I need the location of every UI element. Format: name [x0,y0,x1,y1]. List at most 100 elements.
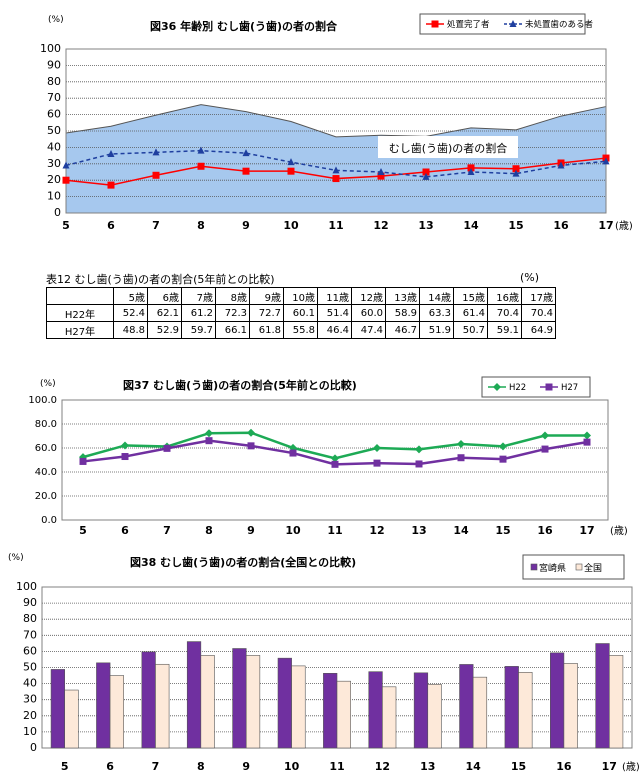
x-tick-label: 5 [79,524,87,537]
table-row: H27年 48.8 52.9 59.7 66.1 61.8 55.8 46.4 … [46,321,556,339]
data-point [107,149,115,157]
data-point [373,459,381,467]
data-point [163,444,171,452]
data-point [197,162,205,170]
y-tick-label: 20 [23,709,37,722]
bar [96,662,111,749]
table-row: H22年 52.4 62.1 61.2 72.3 72.7 60.1 51.4 … [46,304,556,322]
x-tick-label: 13 [420,760,435,773]
data-point [79,457,87,465]
comparison-table: 5歳 6歳 7歳 8歳 9歳 10歳 11歳 12歳 13歳 14歳 15歳 1… [46,287,556,339]
chart-title: 図37 むし歯(う歯)の者の割合(5年前との比較) [123,378,357,392]
data-point [205,437,213,445]
data-point [583,431,591,440]
table-header-row: 5歳 6歳 7歳 8歳 9歳 10歳 11歳 12歳 13歳 14歳 15歳 1… [46,287,556,305]
area-label: むし歯(う歯)の者の割合 [389,141,508,155]
header-cell: 13歳 [385,287,420,305]
data-point [557,161,565,169]
cell: 63.3 [419,304,454,322]
data-point [242,149,250,157]
x-tick-label: 10 [283,219,299,232]
x-tick-label: 17 [602,760,617,773]
x-tick-label: 11 [328,219,343,232]
legend-marker [509,20,517,27]
x-tick-label: 17 [579,524,594,537]
data-point [287,167,295,175]
header-cell: 8歳 [215,287,250,305]
header-cell: 9歳 [249,287,284,305]
plot-border [65,48,607,214]
cell: 52.4 [113,304,148,322]
data-point [467,168,475,175]
cell: 61.8 [249,321,284,339]
x-tick-label: 5 [62,219,70,232]
y-tick-label: 40 [47,140,61,153]
x-tick-label: 8 [197,219,205,232]
x-tick-label: 9 [247,524,255,537]
bar [472,676,488,749]
x-tick-label: 16 [556,760,572,773]
y-tick-label: 50 [23,661,37,674]
data-point [62,161,70,169]
data-point [422,168,430,176]
cell: 48.8 [113,321,148,339]
cell: 46.7 [385,321,420,339]
header-cell: 17歳 [521,287,556,305]
table-unit: (%) [520,271,540,284]
bar [155,663,170,749]
y-unit: (%) [8,553,24,563]
bar [413,672,429,749]
x-tick-label: 15 [508,219,523,232]
x-tick-label: 9 [242,219,250,232]
legend-swatch [575,563,583,571]
cell: 58.9 [385,304,420,322]
bar [368,671,383,749]
x-tick-label: 10 [285,524,301,537]
cell: 46.4 [317,321,352,339]
cell: 59.7 [181,321,216,339]
x-tick-label: 16 [553,219,569,232]
y-tick-label: 80 [47,75,61,88]
cell: 61.2 [181,304,216,322]
data-point [377,172,385,180]
bar [200,655,215,749]
bar [50,669,65,749]
x-tick-label: 14 [465,760,481,773]
cell: 66.1 [215,321,250,339]
y-tick-label: 10 [23,725,37,738]
bar [595,643,610,749]
bar [427,684,442,749]
x-tick-label: 11 [327,524,342,537]
y-tick-label: 80.0 [35,419,57,430]
legend-marker [545,383,553,391]
cell: 60.1 [283,304,318,322]
data-point [205,429,213,438]
bar [459,664,474,749]
bar [609,655,624,749]
y-tick-label: 40 [23,677,37,690]
data-point [499,455,507,463]
y-unit: (%) [48,15,64,25]
legend-label: 宮崎県 [539,562,566,574]
cell: 50.7 [453,321,488,339]
header-cell: 15歳 [453,287,488,305]
x-tick-label: 15 [495,524,510,537]
x-tick-label: 14 [463,219,479,232]
data-point [373,444,381,452]
y-tick-label: 10 [47,190,61,203]
data-point [332,166,340,174]
y-tick-label: 50 [47,124,61,137]
x-tick-label: 8 [197,760,205,773]
area-label-box [378,136,518,158]
data-point [121,441,129,450]
cell: 47.4 [351,321,386,339]
header-cell: 10歳 [283,287,318,305]
y-tick-label: 20 [47,173,61,186]
bar [245,655,261,749]
y-tick-label: 70 [23,628,37,641]
y-tick-label: 30 [23,693,37,706]
header-cell [46,287,114,305]
cell: 51.9 [419,321,454,339]
bar [563,663,578,749]
